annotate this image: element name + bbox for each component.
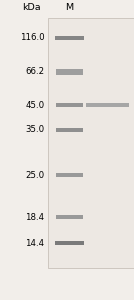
Text: 25.0: 25.0 xyxy=(25,170,44,179)
Text: 116.0: 116.0 xyxy=(20,34,44,43)
Bar xyxy=(55,241,84,245)
Bar xyxy=(55,36,84,40)
Bar xyxy=(56,69,83,75)
Text: 14.4: 14.4 xyxy=(25,238,44,247)
Text: 18.4: 18.4 xyxy=(25,212,44,221)
Text: 35.0: 35.0 xyxy=(25,125,44,134)
Bar xyxy=(56,173,83,177)
Bar xyxy=(56,103,83,107)
Text: kDa: kDa xyxy=(23,4,41,13)
Bar xyxy=(86,103,129,107)
Bar xyxy=(56,128,83,132)
Text: M: M xyxy=(66,4,74,13)
Text: 45.0: 45.0 xyxy=(25,100,44,109)
Text: 66.2: 66.2 xyxy=(25,68,44,76)
Bar xyxy=(48,18,134,268)
Bar xyxy=(56,215,83,219)
